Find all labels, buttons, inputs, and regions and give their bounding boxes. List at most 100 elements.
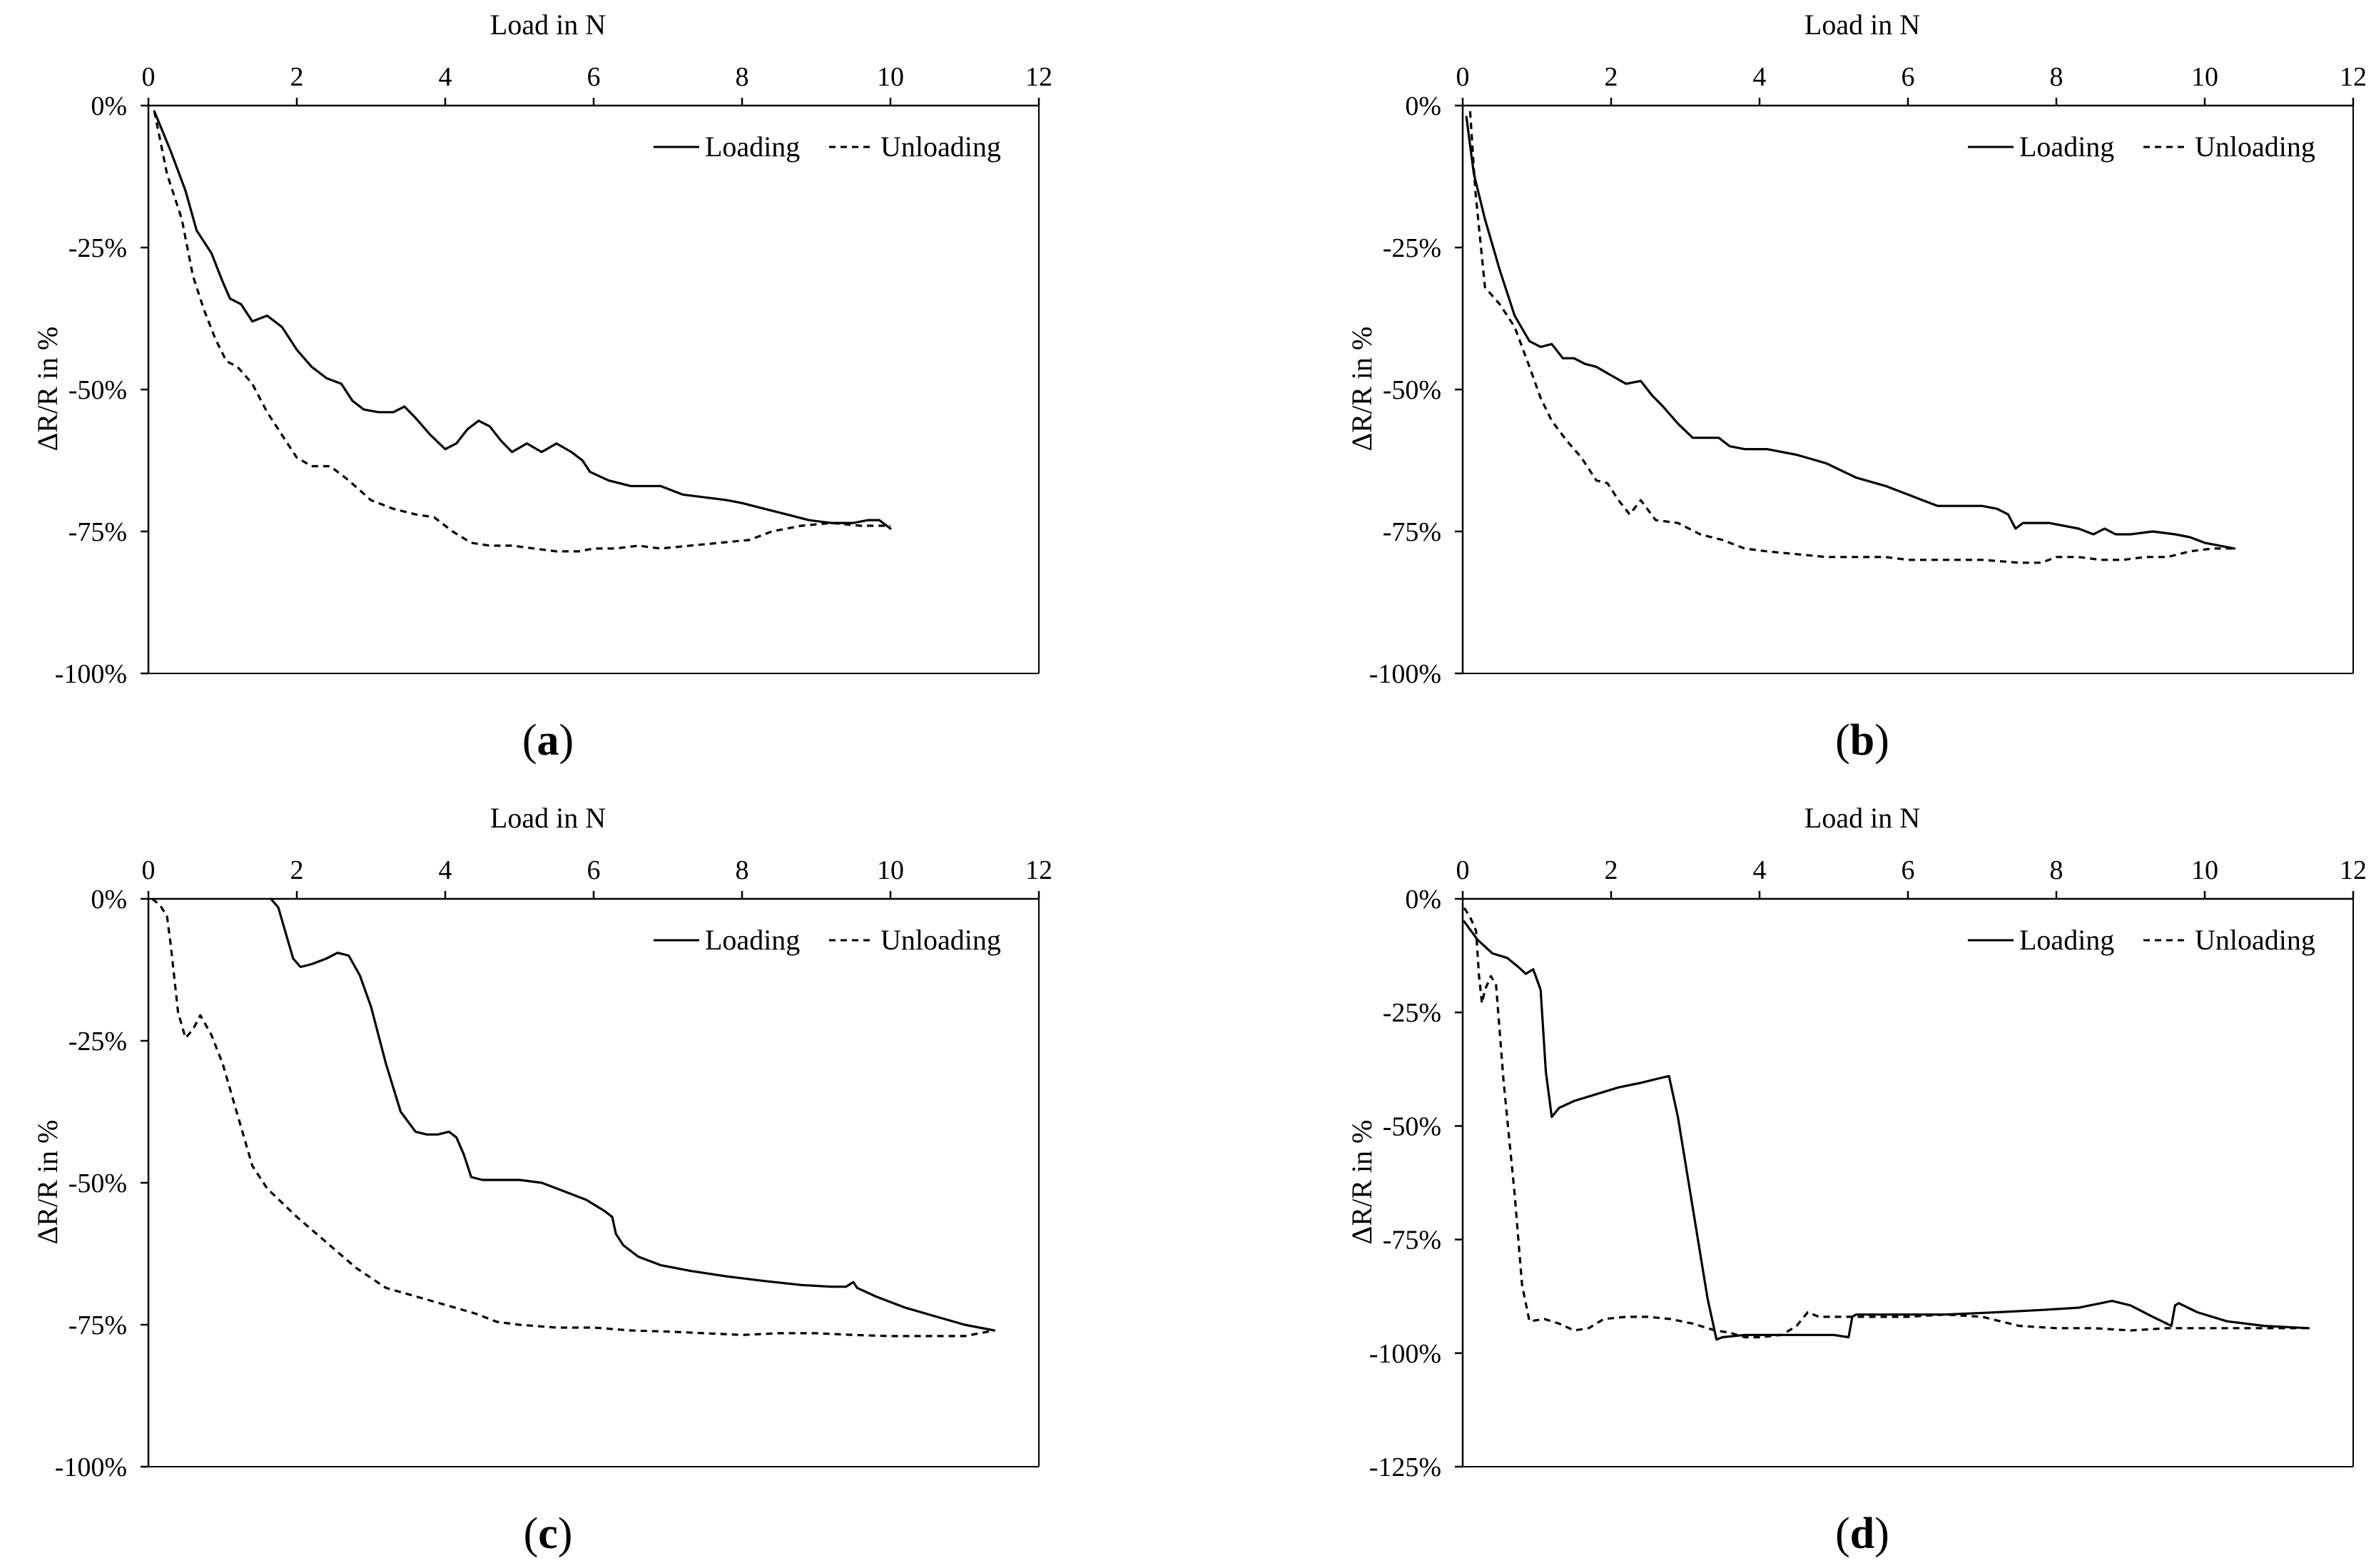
y-tick-label: -25% <box>68 233 127 263</box>
panel-label-letter: a <box>537 716 559 765</box>
x-tick-label: 8 <box>2050 62 2063 92</box>
x-tick-label: 6 <box>1902 855 1915 885</box>
series-line-unloading <box>1468 111 2235 564</box>
y-tick-label: -25% <box>68 1027 127 1057</box>
legend-label-loading: Loading <box>705 924 800 956</box>
panel-label-open: ( <box>1835 1510 1850 1558</box>
legend-label-unloading: Unloading <box>880 924 1001 956</box>
y-tick-label: -75% <box>68 517 127 547</box>
x-tick-label: 2 <box>1605 62 1618 92</box>
x-tick-label: 0 <box>1456 855 1470 885</box>
y-tick-label: -100% <box>55 1452 127 1482</box>
panel-label: (c) <box>524 1510 573 1558</box>
x-tick-label: 10 <box>2191 62 2218 92</box>
y-tick-label: 0% <box>91 91 127 121</box>
x-axis-title: Load in N <box>1804 802 1920 834</box>
x-tick-label: 12 <box>2340 855 2367 885</box>
series-line-unloading <box>153 111 890 553</box>
x-tick-label: 8 <box>2050 855 2063 885</box>
y-tick-label: -100% <box>1369 659 1441 689</box>
y-tick-label: -125% <box>1369 1452 1441 1482</box>
panel-label-letter: d <box>1850 1510 1874 1558</box>
y-tick-label: -50% <box>68 375 127 405</box>
panel-label: (b) <box>1835 716 1889 765</box>
y-tick-label: -25% <box>1383 233 1441 263</box>
legend: Loading Unloading <box>1968 131 2315 163</box>
series-line-loading <box>1465 116 2236 550</box>
legend-label-unloading: Unloading <box>880 131 1001 163</box>
legend-label-unloading: Unloading <box>2195 924 2315 956</box>
x-tick-label: 6 <box>587 855 601 885</box>
panel-label-letter: b <box>1850 716 1874 765</box>
panel-label-close: ) <box>1874 1510 1889 1558</box>
y-tick-label: -25% <box>1383 998 1441 1028</box>
panel-label-open: ( <box>522 716 537 765</box>
x-tick-label: 12 <box>2340 62 2367 92</box>
x-tick-label: 12 <box>1025 855 1052 885</box>
plot-area: 0 2 4 6 8 10 12 0% -25% -50% -75% -100% <box>55 62 1052 689</box>
legend-label-loading: Loading <box>2019 924 2114 956</box>
legend-label-loading: Loading <box>2019 131 2114 163</box>
x-tick-label: 2 <box>290 855 304 885</box>
x-axis-title: Load in N <box>490 802 606 834</box>
y-axis-title: ΔR/R in % <box>1346 327 1378 452</box>
legend: Loading Unloading <box>1968 924 2315 956</box>
y-tick-label: -75% <box>1383 1226 1441 1256</box>
x-tick-label: 12 <box>1025 62 1052 92</box>
series-line-loading <box>153 110 892 530</box>
x-tick-label: 0 <box>1456 62 1470 92</box>
x-tick-label: 6 <box>1902 62 1915 92</box>
panel-b: Load in N ΔR/R in % 0 2 4 6 8 10 12 0% -25% -50% -… <box>1346 9 2367 765</box>
x-tick-label: 8 <box>736 62 749 92</box>
y-tick-label: -75% <box>68 1310 127 1340</box>
plot-area: 0 2 4 6 8 10 12 0% -25% -50% -75% -100% <box>1369 62 2367 689</box>
y-tick-label: -100% <box>1369 1339 1441 1369</box>
panel-c: Load in N ΔR/R in % 0 2 4 6 8 10 12 0% -25% -50% -… <box>31 802 1052 1558</box>
x-tick-label: 10 <box>877 855 904 885</box>
x-tick-label: 2 <box>290 62 304 92</box>
x-tick-label: 4 <box>1753 62 1767 92</box>
y-tick-label: 0% <box>1405 91 1441 121</box>
y-tick-label: 0% <box>1405 885 1441 915</box>
x-tick-label: 8 <box>736 855 749 885</box>
panel-label-close: ) <box>558 1510 573 1558</box>
plot-area: 0 2 4 6 8 10 12 0% -25% -50% -75% -100% <box>55 855 1052 1482</box>
y-axis-title: ΔR/R in % <box>1346 1120 1378 1245</box>
y-tick-label: -75% <box>1383 517 1441 547</box>
legend-label-unloading: Unloading <box>2195 131 2315 163</box>
series-line-unloading <box>1463 907 2309 1339</box>
y-tick-label: -50% <box>1383 1111 1441 1141</box>
x-tick-label: 10 <box>877 62 904 92</box>
y-tick-label: 0% <box>91 885 127 915</box>
x-tick-label: 0 <box>142 62 156 92</box>
panel-label-open: ( <box>524 1510 539 1558</box>
panel-label: (a) <box>522 716 574 765</box>
panel-label-open: ( <box>1835 716 1850 765</box>
panel-a: Load in N ΔR/R in % 0 2 4 6 8 10 12 0% -25% -50% -… <box>31 9 1052 765</box>
legend-label-loading: Loading <box>705 131 800 163</box>
x-tick-label: 0 <box>142 855 156 885</box>
y-axis-title: ΔR/R in % <box>31 327 64 452</box>
x-tick-label: 6 <box>587 62 601 92</box>
x-tick-label: 4 <box>439 62 452 92</box>
legend: Loading Unloading <box>654 131 1001 163</box>
series-line-loading <box>270 897 996 1332</box>
x-tick-label: 4 <box>1753 855 1767 885</box>
y-tick-label: -50% <box>1383 375 1441 405</box>
panel-label-close: ) <box>559 716 574 765</box>
series-line-unloading <box>151 897 995 1338</box>
plot-area: 0 2 4 6 8 10 12 0% -25% -50% -75% -100% -125% <box>1369 855 2367 1482</box>
y-axis-title: ΔR/R in % <box>31 1120 64 1245</box>
legend: Loading Unloading <box>654 924 1001 956</box>
x-tick-label: 2 <box>1605 855 1618 885</box>
panel-label-close: ) <box>1874 716 1889 765</box>
x-tick-label: 10 <box>2191 855 2218 885</box>
panel-label: (d) <box>1835 1510 1889 1558</box>
x-tick-label: 4 <box>439 855 452 885</box>
panel-d: Load in N ΔR/R in % 0 2 4 6 8 10 12 0% -25% -50% -… <box>1346 802 2367 1558</box>
x-axis-title: Load in N <box>1804 9 1920 41</box>
panel-label-letter: c <box>538 1510 558 1558</box>
y-tick-label: -100% <box>55 659 127 689</box>
y-tick-label: -50% <box>68 1169 127 1198</box>
